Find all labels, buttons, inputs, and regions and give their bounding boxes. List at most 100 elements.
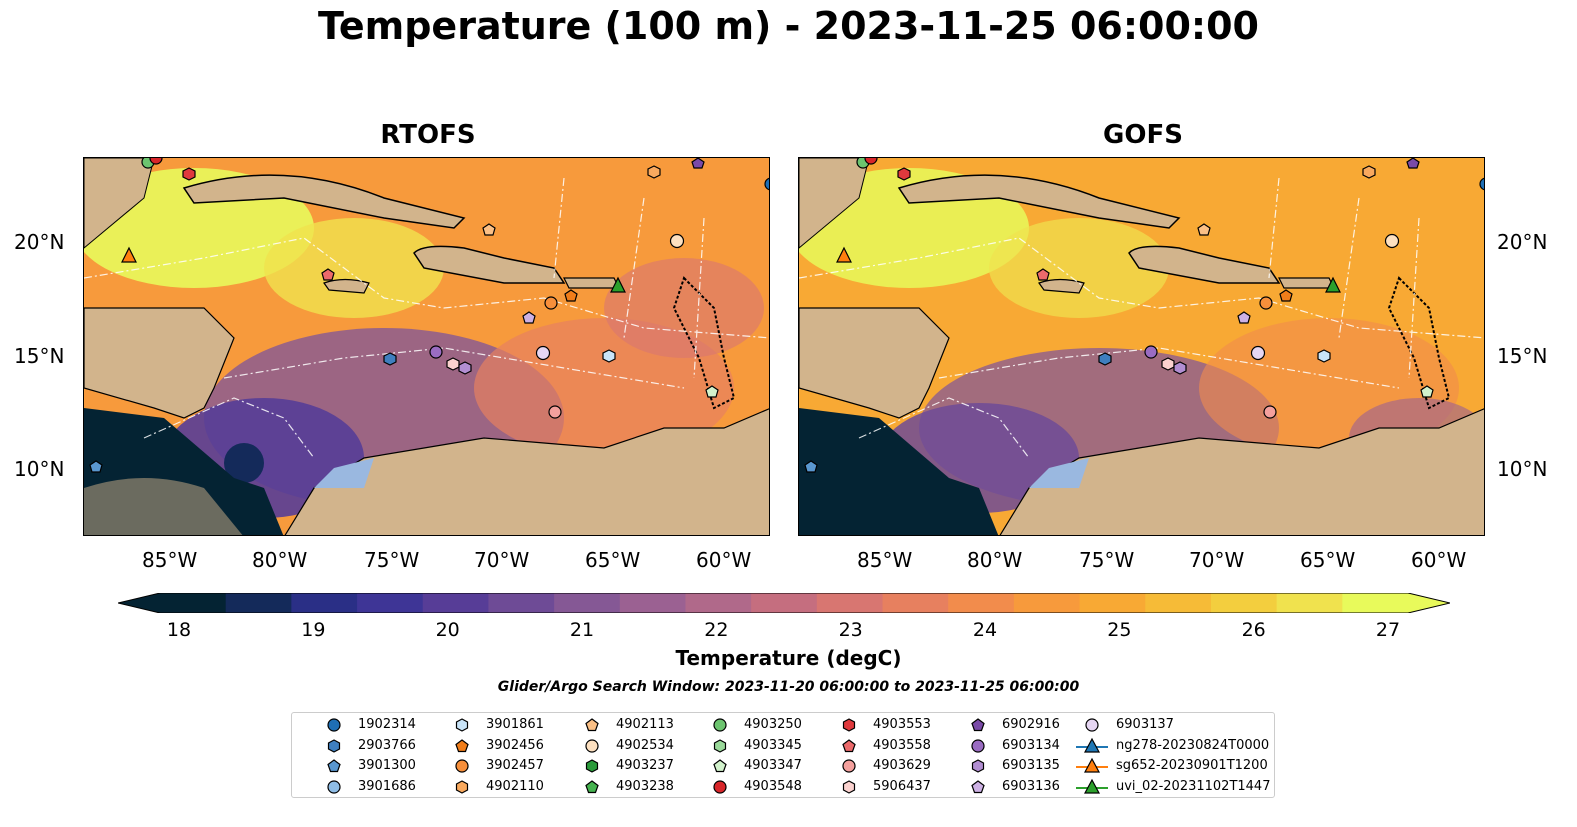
- legend-item-label: 4903548: [744, 778, 802, 794]
- lon-tick-b60: 60°W: [1411, 548, 1467, 572]
- colorbar-tick-label: 22: [704, 619, 729, 641]
- legend-item-label: 4903237: [616, 758, 674, 773]
- hexagon-marker-icon: [327, 738, 341, 753]
- triangle-marker-icon: [1076, 757, 1108, 773]
- legend-item-label: 3901686: [358, 778, 416, 794]
- legend-item-label: 4903558: [873, 737, 931, 753]
- legend-item-label: 4902110: [486, 778, 544, 794]
- colorbar-segment: [357, 593, 424, 613]
- pentagon-marker-icon: [585, 718, 599, 732]
- colorbar-segment: [1145, 593, 1212, 613]
- legend-item-label: 6903137: [1116, 717, 1174, 732]
- colorbar-segment: [422, 593, 490, 613]
- colorbar-tick-label: 25: [1107, 619, 1132, 641]
- lat-tick-right-10: 10°N: [1497, 457, 1548, 481]
- search-window-text: Glider/Argo Search Window: 2023-11-20 06…: [497, 679, 1080, 695]
- circle-marker-icon: [713, 779, 727, 794]
- hexagon-marker-icon: [971, 759, 985, 773]
- circle-marker-icon: [327, 718, 341, 732]
- legend-item-label: 4903347: [744, 758, 802, 773]
- legend-item-label: ng278-20230824T0000: [1116, 737, 1270, 753]
- legend-item-label: 1902314: [358, 717, 416, 732]
- panel-title-gofs: GOFS: [1103, 120, 1183, 150]
- lon-tick-a65: 65°W: [585, 548, 641, 572]
- figure-title: Temperature (100 m) - 2023-11-25 06:00:0…: [317, 4, 1259, 48]
- colorbar-segment: [685, 593, 752, 613]
- colorbar-segment: [619, 593, 687, 613]
- lon-tick-b80: 80°W: [967, 548, 1023, 572]
- legend-item-label: 4902113: [616, 717, 674, 732]
- colorbar-tick-label: 21: [569, 619, 595, 641]
- lon-tick-a70: 70°W: [474, 548, 530, 572]
- legend-item-label: sg652-20230901T1200: [1116, 758, 1268, 773]
- legend-item-label: 4903629: [873, 758, 931, 773]
- legend-item-label: 4903345: [744, 737, 802, 753]
- lon-tick-a80: 80°W: [252, 548, 308, 572]
- legend-item-label: 6903135: [1002, 758, 1060, 773]
- pentagon-marker-icon: [971, 718, 985, 732]
- colorbar-extend-low: [118, 593, 160, 613]
- pentagon-marker-icon: [713, 759, 727, 773]
- circle-marker-icon: [585, 738, 599, 753]
- colorbar-segment: [882, 593, 949, 613]
- colorbar-segment: [291, 593, 358, 613]
- lat-tick-right-20: 20°N: [1497, 230, 1548, 254]
- pentagon-marker-icon: [585, 779, 599, 793]
- hexagon-marker-icon: [842, 718, 856, 732]
- pentagon-marker-icon: [842, 738, 856, 752]
- colorbar-extend-high: [1408, 593, 1450, 613]
- gofs-map: [798, 157, 1485, 536]
- colorbar-segment: [751, 593, 818, 613]
- colorbar-segment: [225, 593, 292, 613]
- lon-tick-a60: 60°W: [696, 548, 752, 572]
- legend-item-label: 3901861: [486, 717, 544, 732]
- colorbar-segment: [948, 593, 1015, 613]
- hexagon-marker-icon: [455, 718, 469, 732]
- triangle-marker-icon: [1076, 737, 1108, 753]
- legend-item-label: 3901300: [358, 758, 416, 773]
- colorbar-tick-label: 26: [1241, 619, 1266, 641]
- colorbar-tick-label: 24: [972, 619, 998, 641]
- legend-item-label: 4903238: [616, 778, 674, 794]
- legend-item-label: 2903766: [358, 737, 416, 753]
- lon-tick-a75: 75°W: [364, 548, 420, 572]
- colorbar-segment: [160, 593, 227, 613]
- colorbar-label: Temperature (degC): [675, 646, 902, 670]
- lat-tick-left-20: 20°N: [14, 230, 65, 254]
- legend-item-label: 5906437: [873, 778, 931, 794]
- hexagon-marker-icon: [455, 779, 469, 794]
- pentagon-marker-icon: [327, 759, 341, 773]
- colorbar-segment: [1210, 593, 1278, 613]
- colorbar-segment: [1013, 593, 1081, 613]
- legend-item-label: 3902456: [486, 737, 544, 753]
- hexagon-marker-icon: [713, 738, 727, 753]
- colorbar-tick-label: 20: [435, 619, 460, 641]
- lat-tick-left-15: 15°N: [14, 344, 65, 368]
- circle-marker-icon: [1085, 718, 1099, 732]
- legend-item-label: 4903553: [873, 717, 931, 732]
- circle-marker-icon: [327, 779, 341, 794]
- legend-item-label: 6902916: [1002, 717, 1060, 732]
- legend-item-label: uvi_02-20231102T1447: [1116, 778, 1271, 794]
- rtofs-map: [83, 157, 770, 536]
- legend-item-label: 6903134: [1002, 737, 1060, 753]
- lon-tick-b65: 65°W: [1300, 548, 1356, 572]
- lon-tick-b75: 75°W: [1079, 548, 1135, 572]
- legend-item-label: 3902457: [486, 758, 544, 773]
- circle-marker-icon: [842, 759, 856, 773]
- lat-tick-right-15: 15°N: [1497, 344, 1548, 368]
- circle-marker-icon: [455, 759, 469, 773]
- colorbar-tick-label: 23: [838, 619, 863, 641]
- colorbar-tick-label: 18: [166, 619, 192, 641]
- pentagon-marker-icon: [971, 779, 985, 793]
- lon-tick-a85: 85°W: [142, 548, 198, 572]
- colorbar-segment: [1079, 593, 1146, 613]
- colorbar-tick-label: 19: [301, 619, 326, 641]
- circle-marker-icon: [713, 718, 727, 732]
- colorbar-segment: [1276, 593, 1343, 613]
- lon-tick-b70: 70°W: [1189, 548, 1245, 572]
- panel-title-rtofs: RTOFS: [380, 120, 476, 150]
- pentagon-marker-icon: [455, 738, 469, 752]
- lon-tick-b85: 85°W: [857, 548, 913, 572]
- colorbar-segment: [554, 593, 621, 613]
